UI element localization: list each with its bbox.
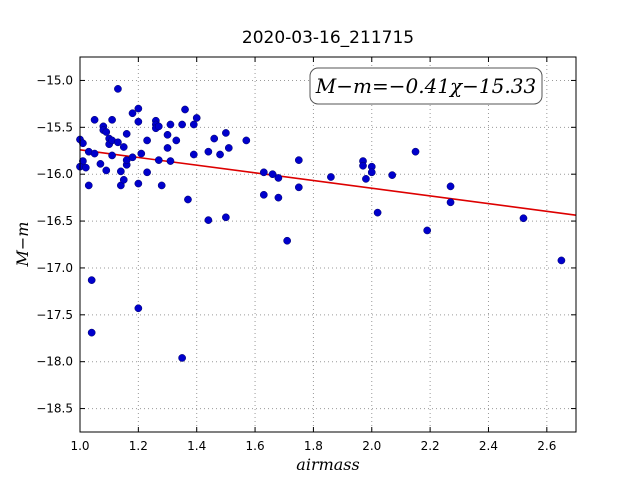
data-point bbox=[222, 213, 230, 222]
data-point bbox=[116, 167, 125, 176]
y-axis-label: M−m bbox=[13, 222, 32, 268]
data-point bbox=[128, 153, 137, 162]
data-point bbox=[359, 161, 367, 170]
data-point bbox=[108, 151, 116, 160]
data-point bbox=[102, 128, 111, 136]
data-point bbox=[154, 122, 163, 131]
x-axis-label: airmass bbox=[296, 455, 359, 474]
data-point bbox=[166, 157, 175, 165]
data-point bbox=[96, 160, 105, 168]
data-point bbox=[294, 156, 303, 164]
data-point bbox=[362, 175, 370, 183]
axis-ticks: 1.0 1.2 1.4 1.6 1.8 2.0 2.2 2.4 2.6 −15.0 −15.5 −16… bbox=[36, 57, 576, 453]
y-tick-label: −15.5 bbox=[36, 120, 73, 134]
data-point bbox=[423, 226, 432, 235]
data-point bbox=[154, 156, 163, 164]
data-point bbox=[172, 136, 181, 145]
data-point bbox=[204, 216, 213, 224]
chart-title: 2020-03-16_211715 bbox=[242, 28, 414, 48]
data-point bbox=[114, 85, 122, 93]
fit-line bbox=[79, 149, 577, 216]
data-point bbox=[557, 256, 566, 265]
data-point bbox=[87, 276, 96, 284]
data-point bbox=[259, 190, 268, 199]
data-point bbox=[294, 183, 303, 192]
data-point bbox=[79, 139, 87, 148]
data-point bbox=[519, 214, 528, 223]
fit-legend: M−m=−0.41χ−15.33 bbox=[309, 67, 543, 105]
data-point bbox=[446, 182, 455, 191]
data-point bbox=[137, 149, 146, 158]
y-tick-label: −15.0 bbox=[36, 73, 73, 87]
data-point bbox=[189, 150, 198, 159]
data-point bbox=[178, 120, 186, 129]
x-tick-label: 1.2 bbox=[129, 439, 148, 453]
data-point bbox=[204, 147, 213, 156]
y-tick-label: −18.0 bbox=[36, 355, 73, 369]
data-point bbox=[327, 173, 335, 181]
data-point bbox=[222, 129, 230, 137]
data-point bbox=[134, 179, 143, 188]
data-point bbox=[274, 193, 283, 202]
data-point bbox=[178, 354, 186, 362]
x-tick-label: 1.0 bbox=[70, 439, 89, 453]
data-point bbox=[259, 168, 268, 177]
data-point bbox=[210, 134, 219, 143]
x-tick-label: 2.0 bbox=[362, 439, 381, 453]
x-tick-label: 2.4 bbox=[479, 439, 498, 453]
data-point bbox=[119, 175, 128, 184]
fit-line-layer bbox=[79, 149, 577, 216]
data-point bbox=[114, 138, 122, 147]
data-point bbox=[189, 120, 198, 129]
data-point bbox=[134, 304, 143, 313]
fit-legend-label: M−m=−0.41χ−15.33 bbox=[315, 74, 536, 98]
data-point bbox=[268, 170, 277, 179]
x-tick-label: 1.6 bbox=[246, 439, 265, 453]
data-point bbox=[283, 236, 292, 245]
data-point bbox=[134, 117, 143, 126]
data-point bbox=[373, 208, 382, 217]
data-point bbox=[134, 104, 143, 113]
data-point bbox=[446, 198, 455, 207]
x-tick-label: 1.4 bbox=[187, 439, 206, 453]
data-point bbox=[216, 150, 224, 159]
y-tick-label: −16.0 bbox=[36, 167, 73, 181]
data-point bbox=[143, 136, 151, 145]
data-point bbox=[84, 181, 93, 190]
data-point bbox=[122, 130, 131, 138]
data-point bbox=[166, 120, 175, 129]
data-point bbox=[411, 147, 420, 156]
x-tick-label: 2.6 bbox=[537, 439, 556, 453]
data-point bbox=[102, 166, 111, 175]
data-point bbox=[90, 115, 99, 124]
data-point bbox=[163, 144, 172, 152]
data-point bbox=[367, 168, 376, 177]
y-tick-label: −17.0 bbox=[36, 261, 73, 275]
data-point bbox=[192, 114, 201, 122]
x-tick-label: 1.8 bbox=[304, 439, 323, 453]
y-tick-label: −18.5 bbox=[36, 402, 73, 416]
data-points bbox=[76, 85, 566, 362]
data-point bbox=[87, 328, 96, 337]
data-point bbox=[163, 130, 172, 139]
x-tick-label: 2.2 bbox=[421, 439, 440, 453]
plot-frame bbox=[79, 56, 577, 433]
data-point bbox=[184, 195, 192, 204]
data-point bbox=[90, 149, 99, 158]
data-point bbox=[242, 136, 251, 145]
fit-legend-box bbox=[309, 67, 543, 105]
data-point bbox=[108, 115, 116, 124]
data-point bbox=[128, 109, 137, 118]
data-point bbox=[388, 171, 397, 179]
data-point bbox=[119, 143, 128, 151]
data-point bbox=[143, 168, 151, 177]
y-tick-label: −17.5 bbox=[36, 308, 73, 322]
data-point bbox=[274, 174, 283, 182]
data-point bbox=[224, 144, 233, 152]
data-point bbox=[157, 181, 166, 190]
data-point bbox=[181, 105, 189, 114]
data-point bbox=[81, 163, 90, 172]
y-tick-label: −16.5 bbox=[36, 214, 73, 228]
